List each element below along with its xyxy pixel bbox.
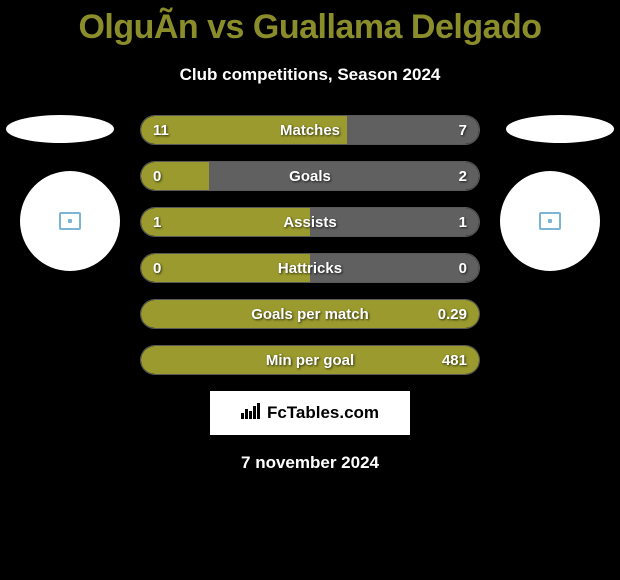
avatar-placeholder-icon bbox=[539, 212, 561, 230]
bar-label: Goals per match bbox=[141, 300, 479, 328]
bar-label: Goals bbox=[141, 162, 479, 190]
stat-bar-row: 11Assists bbox=[140, 207, 480, 237]
player-avatar-left bbox=[20, 171, 120, 271]
stat-bar-row: 481Min per goal bbox=[140, 345, 480, 375]
brand-badge: FcTables.com bbox=[210, 391, 410, 435]
brand-text: FcTables.com bbox=[267, 403, 379, 423]
bar-label: Matches bbox=[141, 116, 479, 144]
date-text: 7 november 2024 bbox=[0, 453, 620, 473]
page-subtitle: Club competitions, Season 2024 bbox=[0, 65, 620, 85]
bar-label: Assists bbox=[141, 208, 479, 236]
bar-label: Min per goal bbox=[141, 346, 479, 374]
stat-bar-row: 02Goals bbox=[140, 161, 480, 191]
page-title: OlguÃ­n vs Guallama Delgado bbox=[0, 0, 620, 47]
team-ellipse-right bbox=[506, 115, 614, 143]
avatar-placeholder-icon bbox=[59, 212, 81, 230]
stat-bar-row: 0.29Goals per match bbox=[140, 299, 480, 329]
team-ellipse-left bbox=[6, 115, 114, 143]
stat-bar-row: 117Matches bbox=[140, 115, 480, 145]
player-avatar-right bbox=[500, 171, 600, 271]
stat-bar-row: 00Hattricks bbox=[140, 253, 480, 283]
stat-bars: 117Matches 02Goals 11Assists 00Hattricks 0.2… bbox=[140, 115, 480, 375]
bar-label: Hattricks bbox=[141, 254, 479, 282]
comparison-panel: 117Matches 02Goals 11Assists 00Hattricks 0.2… bbox=[0, 115, 620, 473]
brand-chart-icon bbox=[241, 403, 261, 424]
